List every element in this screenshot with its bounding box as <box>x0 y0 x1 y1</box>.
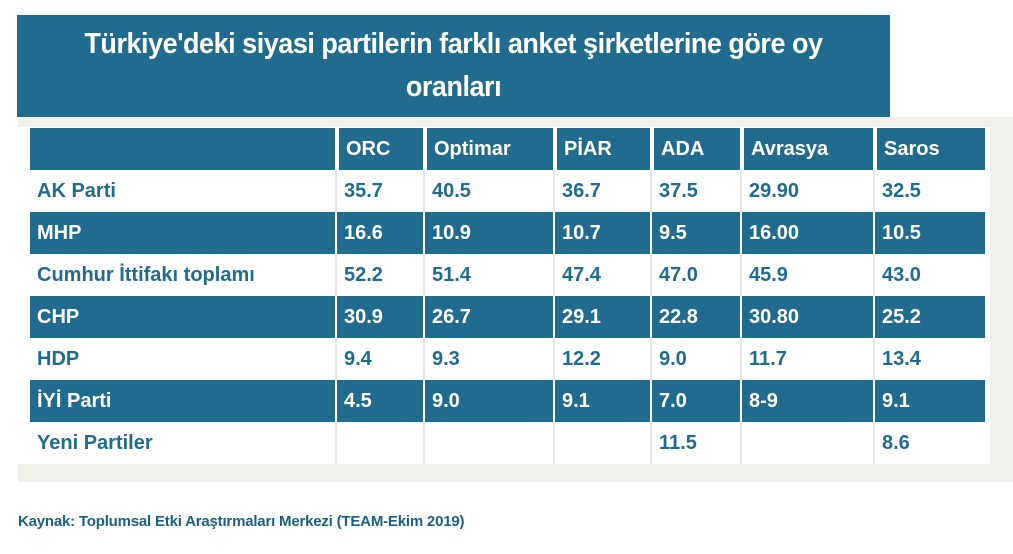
value-cell: 43.0 <box>873 254 985 296</box>
chart-title: Türkiye'deki siyasi partilerin farklı an… <box>48 15 860 109</box>
table-row-chp: CHP 30.9 26.7 29.1 22.8 30.80 25.2 <box>30 296 985 338</box>
value-cell: 30.80 <box>740 296 873 338</box>
table-row-mhp: MHP 16.6 10.9 10.7 9.5 16.00 10.5 <box>30 212 985 254</box>
table-row-cumhur-ittifaki: Cumhur İttifakı toplamı 52.2 51.4 47.4 4… <box>30 254 985 296</box>
value-cell: 9.0 <box>650 338 740 380</box>
value-cell: 16.00 <box>740 212 873 254</box>
party-name-cell: AK Parti <box>30 170 335 212</box>
title-box: Türkiye'deki siyasi partilerin farklı an… <box>17 15 890 117</box>
party-name-cell: CHP <box>30 296 335 338</box>
column-header-orc: ORC <box>335 128 423 170</box>
value-cell: 37.5 <box>650 170 740 212</box>
value-cell <box>553 422 650 464</box>
column-header-saros: Saros <box>873 128 985 170</box>
value-cell: 9.4 <box>335 338 423 380</box>
value-cell: 35.7 <box>335 170 423 212</box>
column-header-ada: ADA <box>650 128 740 170</box>
poll-table: ORC Optimar PİAR ADA Avrasya Saros AK Pa… <box>30 128 985 464</box>
table-row-ak-parti: AK Parti 35.7 40.5 36.7 37.5 29.90 32.5 <box>30 170 985 212</box>
value-cell: 52.2 <box>335 254 423 296</box>
value-cell: 10.7 <box>553 212 650 254</box>
value-cell: 29.90 <box>740 170 873 212</box>
value-cell: 26.7 <box>423 296 553 338</box>
value-cell: 16.6 <box>335 212 423 254</box>
value-cell: 4.5 <box>335 380 423 422</box>
column-header-optimar: Optimar <box>423 128 553 170</box>
value-cell: 9.5 <box>650 212 740 254</box>
value-cell: 8.6 <box>873 422 985 464</box>
value-cell: 9.1 <box>553 380 650 422</box>
value-cell: 22.8 <box>650 296 740 338</box>
value-cell: 10.5 <box>873 212 985 254</box>
source-caption: Kaynak: Toplumsal Etki Araştırmaları Mer… <box>18 513 465 530</box>
value-cell: 11.5 <box>650 422 740 464</box>
value-cell: 47.4 <box>553 254 650 296</box>
table-row-hdp: HDP 9.4 9.3 12.2 9.0 11.7 13.4 <box>30 338 985 380</box>
value-cell: 25.2 <box>873 296 985 338</box>
value-cell: 9.1 <box>873 380 985 422</box>
value-cell <box>423 422 553 464</box>
column-header-avrasya: Avrasya <box>740 128 873 170</box>
value-cell: 47.0 <box>650 254 740 296</box>
chart-title-line-1: Türkiye'deki siyasi partilerin farklı an… <box>84 28 823 60</box>
value-cell: 9.3 <box>423 338 553 380</box>
value-cell: 13.4 <box>873 338 985 380</box>
party-name-cell: Cumhur İttifakı toplamı <box>30 254 335 296</box>
value-cell <box>335 422 423 464</box>
value-cell: 10.9 <box>423 212 553 254</box>
column-header-piar: PİAR <box>553 128 650 170</box>
value-cell: 51.4 <box>423 254 553 296</box>
party-name-cell: MHP <box>30 212 335 254</box>
value-cell: 29.1 <box>553 296 650 338</box>
chart-title-line-2: oranları <box>405 71 502 103</box>
table-row-iyi-parti: İYİ Parti 4.5 9.0 9.1 7.0 8-9 9.1 <box>30 380 985 422</box>
party-name-cell: HDP <box>30 338 335 380</box>
value-cell: 32.5 <box>873 170 985 212</box>
value-cell: 36.7 <box>553 170 650 212</box>
header-row: ORC Optimar PİAR ADA Avrasya Saros <box>30 128 985 170</box>
value-cell: 7.0 <box>650 380 740 422</box>
value-cell: 45.9 <box>740 254 873 296</box>
value-cell: 12.2 <box>553 338 650 380</box>
party-name-cell: Yeni Partiler <box>30 422 335 464</box>
value-cell: 11.7 <box>740 338 873 380</box>
table-row-yeni-partiler: Yeni Partiler 11.5 8.6 <box>30 422 985 464</box>
value-cell: 30.9 <box>335 296 423 338</box>
value-cell: 8-9 <box>740 380 873 422</box>
value-cell: 40.5 <box>423 170 553 212</box>
party-name-cell: İYİ Parti <box>30 380 335 422</box>
column-header-party <box>30 128 335 170</box>
value-cell <box>740 422 873 464</box>
value-cell: 9.0 <box>423 380 553 422</box>
